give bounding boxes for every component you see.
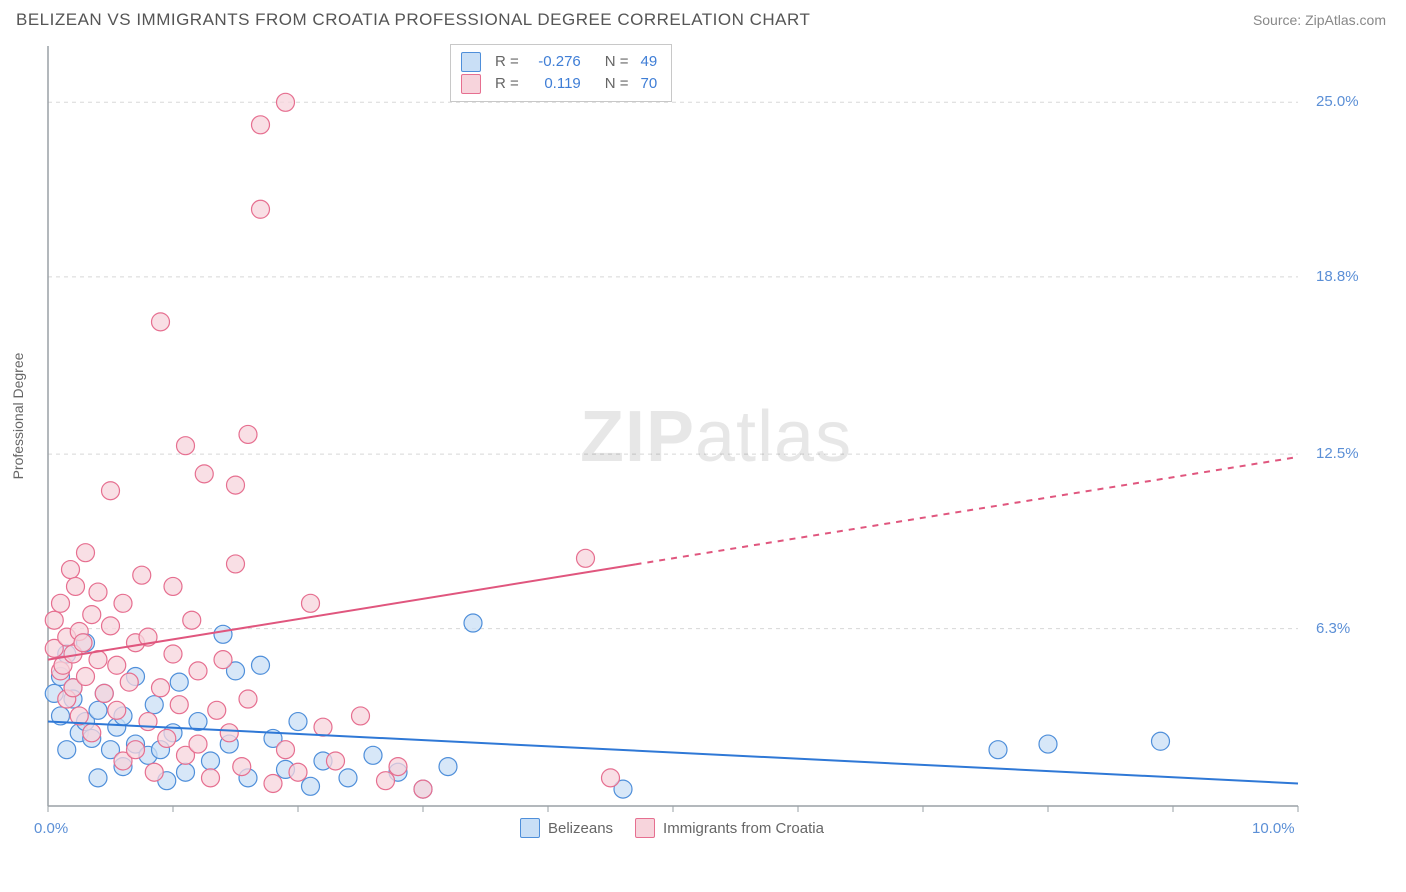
- series-legend: Belizeans Immigrants from Croatia: [520, 818, 824, 838]
- y-tick-label: 25.0%: [1316, 93, 1359, 110]
- chart-area: Professional Degree ZIPatlas R =-0.276N …: [0, 36, 1406, 856]
- legend-swatch: [461, 52, 481, 72]
- correlation-row: R =0.119N =70: [461, 73, 657, 95]
- header: BELIZEAN VS IMMIGRANTS FROM CROATIA PROF…: [0, 0, 1406, 36]
- source-label: Source: ZipAtlas.com: [1253, 12, 1386, 28]
- y-tick-label: 6.3%: [1316, 620, 1350, 637]
- legend-label: Immigrants from Croatia: [663, 820, 824, 837]
- x-tick-label: 10.0%: [1252, 820, 1295, 837]
- y-tick-label: 18.8%: [1316, 268, 1359, 285]
- legend-item: Belizeans: [520, 818, 613, 838]
- y-axis-label: Professional Degree: [10, 353, 26, 480]
- x-tick-label: 0.0%: [34, 820, 68, 837]
- chart-title: BELIZEAN VS IMMIGRANTS FROM CROATIA PROF…: [16, 10, 810, 30]
- correlation-legend: R =-0.276N =49R =0.119N =70: [450, 44, 672, 102]
- y-tick-label: 12.5%: [1316, 445, 1359, 462]
- legend-swatch: [635, 818, 655, 838]
- legend-swatch: [461, 74, 481, 94]
- legend-label: Belizeans: [548, 820, 613, 837]
- scatter-plot-svg: [0, 36, 1406, 856]
- legend-item: Immigrants from Croatia: [635, 818, 824, 838]
- legend-swatch: [520, 818, 540, 838]
- correlation-row: R =-0.276N =49: [461, 51, 657, 73]
